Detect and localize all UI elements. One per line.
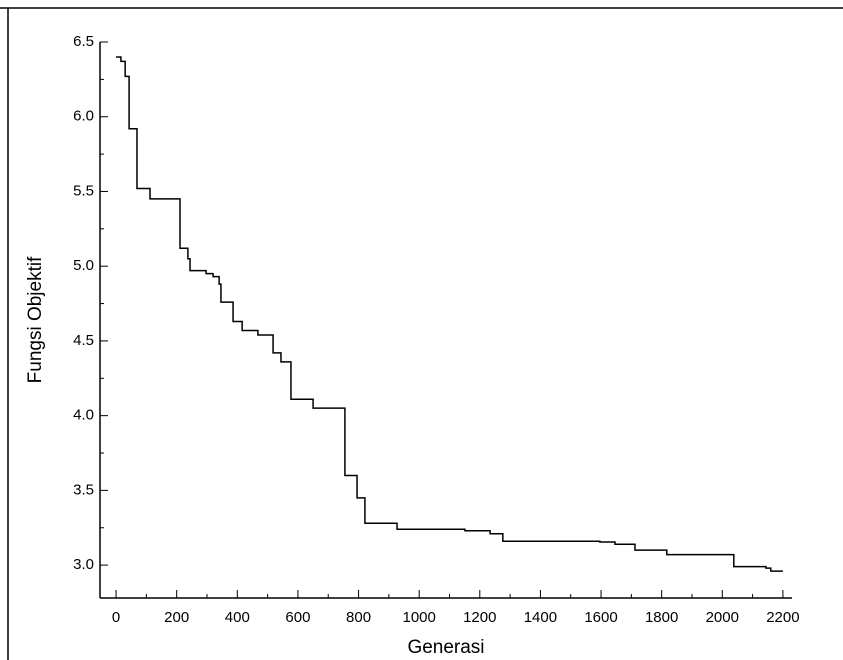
y-tick-label: 6.0 [73,108,94,125]
x-tick-label: 0 [112,609,120,626]
y-axis-title: Fungsi Objektif [25,256,46,383]
x-tick-label: 200 [164,609,189,626]
series-line [116,56,783,572]
x-tick-label: 1800 [645,609,678,626]
x-tick-label: 600 [285,609,310,626]
x-tick-label: 1600 [584,609,617,626]
x-axis-title: Generasi [407,637,484,658]
x-tick-label: 1200 [463,609,496,626]
y-tick-label: 4.5 [73,332,94,349]
x-tick-label: 2000 [706,609,739,626]
y-tick-label: 3.0 [73,556,94,573]
y-tick-label: 4.0 [73,407,94,424]
x-tick-label: 800 [346,609,371,626]
x-tick-label: 1000 [402,609,435,626]
y-tick-label: 5.0 [73,257,94,274]
x-tick-label: 400 [225,609,250,626]
x-tick-label: 1400 [524,609,557,626]
y-tick-label: 6.5 [73,33,94,50]
x-tick-label: 2200 [766,609,799,626]
y-tick-label: 3.5 [73,481,94,498]
y-tick-label: 5.5 [73,182,94,199]
